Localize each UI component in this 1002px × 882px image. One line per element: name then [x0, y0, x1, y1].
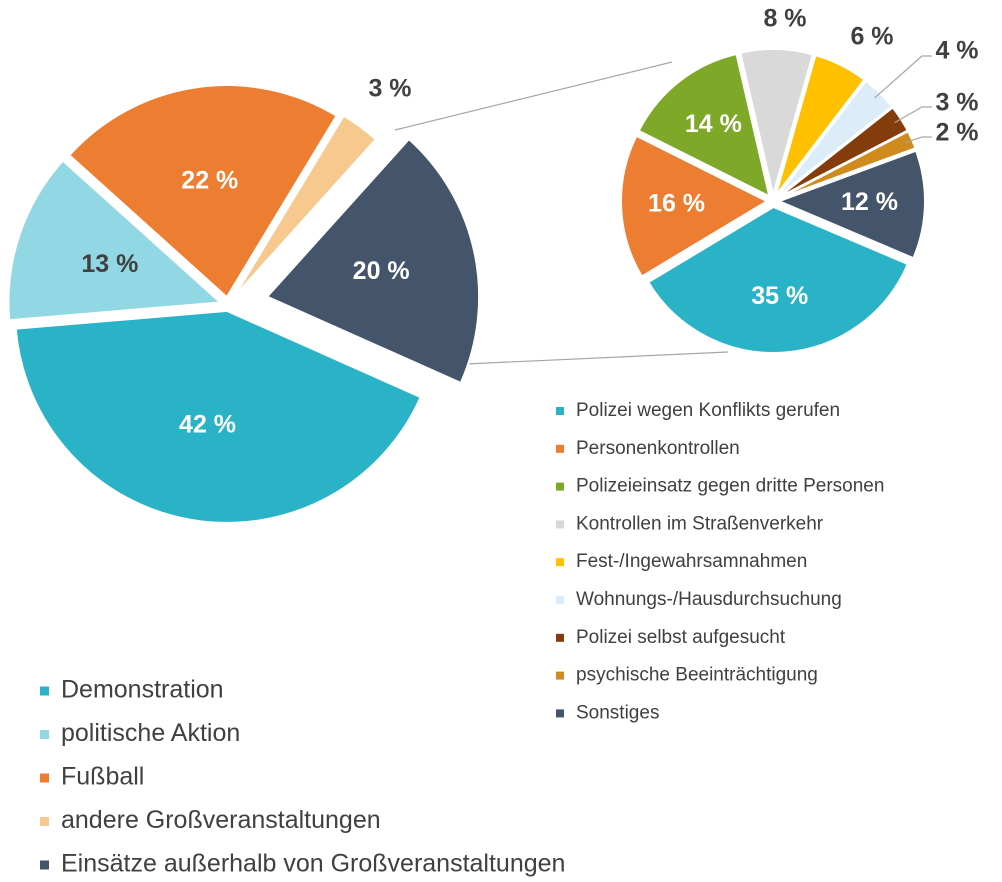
connector-line: [394, 61, 673, 131]
data-label: 4 %: [935, 37, 978, 65]
legend-label: Kontrollen im Straßenverkehr: [576, 513, 824, 534]
data-label: 20 %: [353, 257, 410, 285]
pie-slice: [739, 48, 815, 196]
legend-swatch: [556, 633, 564, 642]
data-label: 3 %: [368, 75, 411, 103]
legend-swatch: [556, 709, 564, 718]
data-label: 14 %: [685, 110, 742, 138]
legend-label: Polizeieinsatz gegen dritte Personen: [576, 476, 884, 497]
legend-swatch: [40, 686, 49, 696]
data-label: 3 %: [935, 89, 978, 117]
legend-swatch: [40, 817, 49, 826]
legend-label: Sonstiges: [576, 702, 659, 723]
legend-swatch: [556, 671, 564, 680]
data-label: 42 %: [179, 410, 236, 438]
legend-label: Demonstration: [61, 676, 224, 704]
pie-slice: [774, 53, 866, 197]
legend-swatch: [40, 773, 49, 783]
connector-line: [465, 351, 729, 365]
data-label: 22 %: [181, 166, 238, 194]
legend-label: Wohnungs-/Hausdurchsuchung: [576, 589, 842, 610]
legend-label: politische Aktion: [61, 719, 240, 747]
legend-swatch: [40, 860, 49, 870]
pie-slice: [646, 205, 910, 354]
legend-label: Personenkontrollen: [576, 438, 740, 459]
data-label: 6 %: [850, 23, 893, 51]
legend-label: Fest-/Ingewahrsamnahmen: [576, 551, 807, 572]
legend-label: psychische Beeinträchtigung: [576, 665, 818, 686]
leader-line: [874, 55, 932, 99]
legend-swatch: [556, 444, 564, 453]
pie-slice: [265, 137, 481, 385]
data-label: 8 %: [763, 5, 806, 33]
pie-slice: [637, 52, 771, 199]
legend-label: Polizei wegen Konflikts gerufen: [576, 400, 840, 421]
legend-swatch: [556, 520, 564, 529]
pie-slice: [776, 149, 926, 260]
legend-swatch: [40, 730, 49, 739]
data-label: 12 %: [841, 188, 898, 216]
pie-slice: [7, 159, 223, 322]
leader-line: [894, 106, 932, 124]
legend-label: andere Großveranstaltungen: [61, 806, 381, 834]
legend-label: Polizei selbst aufgesucht: [576, 627, 786, 648]
legend-label: Einsätze außerhalb von Großveranstaltung…: [61, 850, 565, 878]
leader-line: [905, 136, 932, 144]
data-label: 2 %: [935, 119, 978, 147]
legend-swatch: [556, 407, 564, 415]
pie-slice: [620, 134, 770, 278]
legend-swatch: [556, 596, 564, 604]
legend-swatch: [556, 558, 564, 567]
data-label: 13 %: [81, 250, 138, 278]
pie-slice: [14, 309, 422, 524]
data-label: 35 %: [751, 282, 808, 310]
pie-slice: [778, 130, 917, 200]
data-label: 16 %: [648, 189, 705, 217]
legend-label: Fußball: [61, 763, 144, 791]
pie-slice: [67, 84, 339, 299]
pie-slice: [233, 114, 378, 298]
legend-swatch: [556, 482, 564, 491]
